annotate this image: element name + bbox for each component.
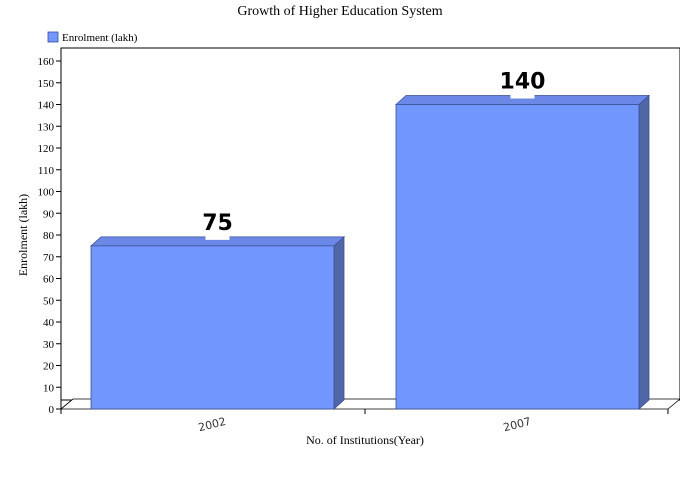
y-tick-label: 80 [43,230,55,242]
legend-label: Enrolment (lakh) [62,32,138,44]
y-tick-label: 140 [38,100,55,112]
y-tick-label: 130 [38,121,55,133]
data-label: 140 [500,70,546,95]
y-tick-label: 60 [43,274,55,286]
y-tick-label: 30 [43,339,55,351]
bar-2007: 140 [394,70,651,410]
bar-front [90,245,335,410]
y-tick-label: 10 [43,382,55,394]
bar-side [638,94,650,410]
chart-title: Growth of Higher Education System [237,4,442,19]
y-tick-label: 40 [43,317,55,329]
x-axis: 2002 2007 [60,409,669,434]
x-tick-label: 2007 [502,415,532,434]
legend: Enrolment (lakh) [47,31,138,44]
x-tick-label: 2002 [197,415,227,434]
y-tick-label: 100 [38,187,55,199]
y-tick-label: 70 [43,252,55,264]
bar-2002: 75 [89,211,346,410]
bar-front [395,104,640,410]
y-axis-title: Enrolment (lakh) [16,194,30,276]
y-tick-label: 150 [38,78,55,90]
y-tick-label: 90 [43,208,55,220]
y-tick-label: 0 [49,404,55,416]
floor-depth-left [60,398,74,410]
data-label-plate [510,92,535,99]
x-axis-title: No. of Institutions(Year) [306,433,424,447]
y-tick-label: 160 [38,56,55,68]
bars: 75 140 [89,70,651,410]
y-tick-label: 110 [38,165,55,177]
data-label-plate [205,233,230,240]
y-tick-label: 50 [43,295,55,307]
y-tick-label: 20 [43,361,55,373]
y-axis: 0 10 20 30 40 50 60 70 80 90 100 110 120 130 140 150 160 [38,56,61,416]
bar-side [333,235,345,410]
y-tick-label: 120 [38,143,55,155]
data-label: 75 [202,211,233,236]
legend-swatch [47,31,59,43]
